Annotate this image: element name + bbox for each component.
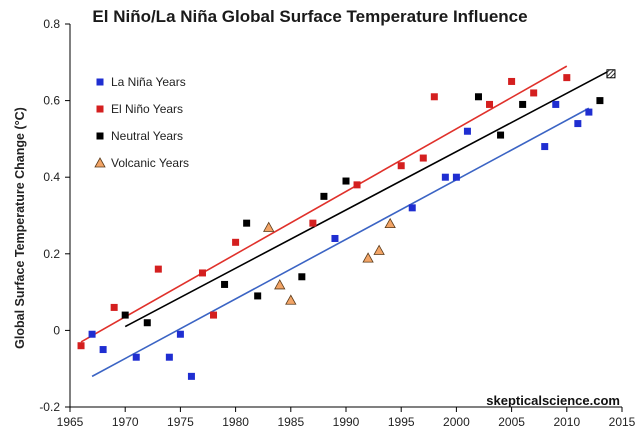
point-neutral-years <box>474 93 482 101</box>
point-el-ni-o-years <box>198 269 206 277</box>
y-tick-label: 0 <box>53 323 60 337</box>
legend-label-la-ni-a-years: La Niña Years <box>111 75 186 89</box>
legend-label-volcanic-years: Volcanic Years <box>111 156 189 170</box>
x-tick-label: 2005 <box>498 415 525 429</box>
point-hatched-2014 <box>606 69 616 79</box>
point-neutral-years <box>254 292 262 300</box>
point-el-ni-o-years <box>154 265 162 273</box>
point-el-ni-o-years <box>397 162 405 170</box>
trend-line-neutral-years <box>124 69 612 328</box>
y-tick-label: 0.4 <box>43 170 60 184</box>
x-tick-label: 1985 <box>277 415 304 429</box>
point-neutral-years <box>143 319 151 327</box>
y-tick-label: 0.6 <box>43 94 60 108</box>
legend-marker-el-ni-o-years <box>96 105 104 113</box>
y-tick-label: 0.2 <box>43 247 60 261</box>
legend-marker-volcanic-years <box>94 157 106 168</box>
point-neutral-years <box>497 131 505 139</box>
point-el-ni-o-years <box>353 181 361 189</box>
point-el-ni-o-years <box>110 303 118 311</box>
point-la-ni-a-years <box>88 330 96 338</box>
x-tick-label: 2015 <box>609 415 636 429</box>
point-la-ni-a-years <box>99 346 107 354</box>
point-la-ni-a-years <box>187 372 195 380</box>
point-el-ni-o-years <box>210 311 218 319</box>
point-la-ni-a-years <box>541 143 549 151</box>
legend-label-neutral-years: Neutral Years <box>111 129 183 143</box>
point-la-ni-a-years <box>132 353 140 361</box>
point-neutral-years <box>298 273 306 281</box>
point-neutral-years <box>342 177 350 185</box>
point-la-ni-a-years <box>585 108 593 116</box>
point-neutral-years <box>221 280 229 288</box>
x-tick-label: 1995 <box>388 415 415 429</box>
y-tick-label: -0.2 <box>39 400 60 414</box>
point-volcanic-years <box>274 279 286 290</box>
point-el-ni-o-years <box>309 219 317 227</box>
x-axis-ticks: 1965 1970 1975 1980 1985 1990 1995 2000 2005 2010… <box>57 407 636 429</box>
y-axis-label: Global Surface Temperature Change (°C) <box>13 107 27 349</box>
x-tick-label: 1990 <box>333 415 360 429</box>
point-volcanic-years <box>373 244 385 255</box>
point-la-ni-a-years <box>176 330 184 338</box>
point-la-ni-a-years <box>165 353 173 361</box>
point-neutral-years <box>243 219 251 227</box>
point-neutral-years <box>596 97 604 105</box>
legend-label-el-ni-o-years: El Niño Years <box>111 102 183 116</box>
point-neutral-years <box>121 311 129 319</box>
y-tick-label: 0.8 <box>43 17 60 31</box>
point-el-ni-o-years <box>563 74 571 82</box>
trend-line-el-ni-o-years <box>80 65 568 343</box>
point-la-ni-a-years <box>574 120 582 128</box>
point-la-ni-a-years <box>441 173 449 181</box>
point-el-ni-o-years <box>430 93 438 101</box>
point-la-ni-a-years <box>452 173 460 181</box>
x-tick-label: 1980 <box>222 415 249 429</box>
trend-line-la-ni-a-years <box>91 107 590 378</box>
x-tick-label: 1970 <box>112 415 139 429</box>
x-tick-label: 1975 <box>167 415 194 429</box>
point-la-ni-a-years <box>552 100 560 108</box>
source-credit: skepticalscience.com <box>486 393 620 408</box>
x-tick-label: 2000 <box>443 415 470 429</box>
point-volcanic-years <box>285 294 297 305</box>
point-la-ni-a-years <box>331 234 339 242</box>
point-volcanic-years <box>384 217 396 229</box>
point-la-ni-a-years <box>408 204 416 212</box>
point-volcanic-years <box>263 221 275 232</box>
legend: La Niña Years El Niño Years Neutral Years V… <box>94 75 189 170</box>
point-el-ni-o-years <box>77 342 85 350</box>
point-el-ni-o-years <box>486 100 494 108</box>
point-neutral-years <box>320 192 328 200</box>
point-el-ni-o-years <box>232 238 240 246</box>
legend-marker-neutral-years <box>96 132 104 140</box>
point-el-ni-o-years <box>419 154 427 162</box>
legend-marker-la-ni-a-years <box>96 78 104 86</box>
point-el-ni-o-years <box>508 77 516 85</box>
x-tick-label: 1965 <box>57 415 84 429</box>
point-volcanic-years <box>362 252 374 263</box>
point-neutral-years <box>519 100 527 108</box>
point-el-ni-o-years <box>530 89 538 97</box>
x-tick-label: 2010 <box>553 415 580 429</box>
data-markers <box>77 69 616 380</box>
chart-title: El Niño/La Niña Global Surface Temperatu… <box>92 7 527 26</box>
y-axis-ticks: -0.2 0 0.2 0.4 0.6 0.8 <box>39 17 70 414</box>
trend-lines <box>80 65 612 378</box>
point-la-ni-a-years <box>463 127 471 135</box>
